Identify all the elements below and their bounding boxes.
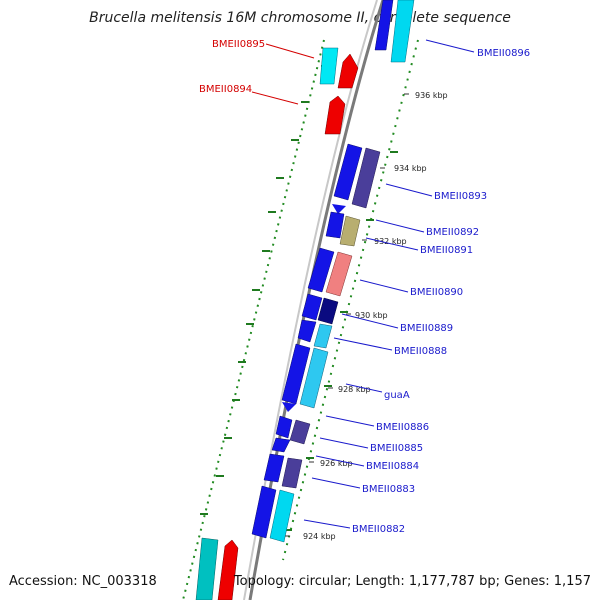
gene-arrow-small-2 — [282, 402, 296, 412]
gene-bmeii0894 — [324, 95, 346, 135]
gene-bmeii0893-b — [351, 147, 381, 209]
gene-guaa-b — [299, 347, 329, 409]
tick-labels: 924 kbp 926 kbp 928 kbp 930 kbp 932 kbp … — [303, 91, 448, 541]
gene-bmeii0890-a — [307, 247, 335, 293]
gene-label-bmeii0882: BMEII0882 — [352, 524, 405, 535]
gene-label-bmeii0890: BMEII0890 — [410, 287, 463, 298]
gene-bmeii0888-b — [313, 323, 333, 349]
gene-label-bmeii0889: BMEII0889 — [400, 323, 453, 334]
gene-label-guaa: guaA — [384, 390, 410, 401]
gene-label-bmeii0891: BMEII0891 — [420, 245, 473, 256]
gene-label-bmeii0888: BMEII0888 — [394, 346, 447, 357]
gene-label-bmeii0892: BMEII0892 — [426, 227, 479, 238]
gene-bottom-a — [195, 537, 219, 600]
gene-bottom-b — [217, 539, 239, 600]
gene-label-bmeii0893: BMEII0893 — [434, 191, 487, 202]
gene-bmeii0882-b — [269, 489, 295, 543]
gene-bmeii0884-a — [263, 453, 285, 483]
gene-label-bmeii0896: BMEII0896 — [477, 48, 530, 59]
tick-label: 936 kbp — [415, 91, 448, 100]
gene-bmeii0890-b — [325, 251, 353, 297]
gene-bmeii0896-a — [374, 0, 394, 51]
gc-track-outer — [282, 39, 419, 561]
gene-label-bmeii0885: BMEII0885 — [370, 443, 423, 454]
gene-bmeii0891 — [339, 215, 361, 247]
accession-text: Accession: NC_003318 — [9, 574, 157, 589]
summary-text: Topology: circular; Length: 1,177,787 bp… — [233, 574, 591, 589]
gene-bmeii0889-b — [317, 297, 339, 325]
gene-label-bmeii0883: BMEII0883 — [362, 484, 415, 495]
gene-bmeii0896-b — [390, 0, 415, 63]
gene-label-bmeii0894: BMEII0894 — [199, 84, 252, 95]
gene-bmeii0884-b — [281, 457, 303, 489]
gene-arrow-small — [332, 204, 346, 214]
gene-label-bmeii0895: BMEII0895 — [212, 39, 265, 50]
gene-bmeii0892 — [325, 211, 345, 239]
tick-marks — [285, 93, 409, 537]
tick-label: 926 kbp — [320, 459, 353, 468]
leader-lines — [251, 39, 475, 529]
tick-label: 930 kbp — [355, 311, 388, 320]
tick-label: 924 kbp — [303, 532, 336, 541]
tick-label: 928 kbp — [338, 385, 371, 394]
gene-label-bmeii0884: BMEII0884 — [366, 461, 419, 472]
gene-bmeii0888-a — [297, 319, 317, 343]
gene-label-bmeii0886: BMEII0886 — [376, 422, 429, 433]
gene-bmeii0886-b — [289, 419, 311, 445]
gene-bmeii0895-b — [337, 53, 359, 89]
gene-features — [195, 0, 415, 600]
tick-label: 934 kbp — [394, 164, 427, 173]
tick-label: 932 kbp — [374, 237, 407, 246]
gene-bmeii0882-a — [251, 485, 277, 539]
gene-bmeii0889-a — [301, 293, 323, 321]
gene-bmeii0895-a — [319, 47, 339, 85]
gene-bmeii0886-a — [275, 415, 293, 439]
gene-bmeii0893-a — [333, 143, 363, 201]
gene-labels: BMEII0895 BMEII0894 BMEII0896 BMEII0893 … — [199, 39, 530, 535]
gene-bmeii0885 — [271, 437, 291, 453]
